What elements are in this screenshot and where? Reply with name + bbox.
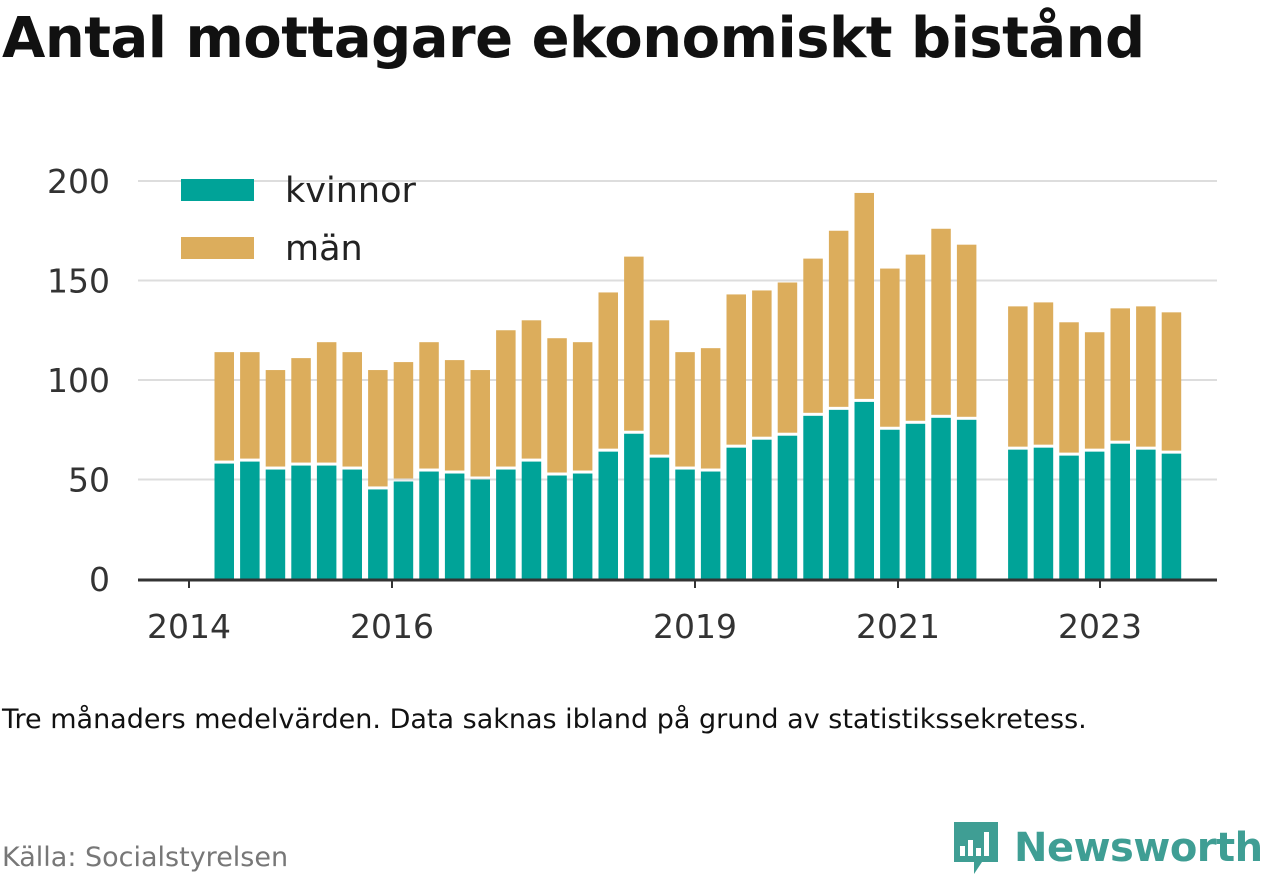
bar-kvinnor: [752, 439, 772, 579]
bar-man: [444, 360, 465, 471]
bar-kvinnor: [1059, 455, 1079, 579]
bar-kvinnor: [214, 463, 234, 579]
bar-kvinnor: [419, 471, 439, 579]
bar-man: [854, 192, 874, 399]
bar-man: [291, 358, 311, 463]
bar-kvinnor: [1110, 443, 1130, 579]
bar-man: [803, 258, 823, 413]
bar-kvinnor: [598, 451, 618, 579]
bar-kvinnor: [368, 489, 388, 579]
bar-man: [752, 290, 772, 437]
bar-kvinnor: [342, 469, 362, 579]
bar-kvinnor: [291, 465, 311, 579]
bar-man: [1161, 312, 1182, 451]
bar-kvinnor: [700, 471, 721, 579]
bar-kvinnor: [393, 481, 414, 579]
bar-man: [547, 338, 567, 473]
bar-man: [905, 254, 926, 421]
bar-man: [1033, 302, 1054, 445]
bar-man: [240, 352, 260, 459]
bar-man: [393, 362, 414, 479]
x-tick-label: 2019: [653, 607, 737, 646]
y-tick-label: 200: [47, 162, 110, 201]
bar-kvinnor: [265, 469, 286, 579]
bar-kvinnor: [956, 419, 977, 579]
legend-swatch-kvinnor: [181, 179, 254, 201]
bar-man: [726, 294, 746, 445]
newsworthy-logo-icon: [954, 822, 998, 874]
newsworthy-logo: Newsworthy: [950, 818, 1262, 878]
y-tick-label: 100: [47, 361, 110, 400]
bar-man: [419, 342, 439, 469]
bar-kvinnor: [1084, 451, 1105, 579]
bar-kvinnor: [496, 469, 516, 579]
bar-man: [598, 292, 618, 449]
bar-kvinnor: [240, 461, 260, 579]
y-tick-label: 0: [89, 560, 110, 599]
bar-man: [265, 370, 286, 467]
bar-kvinnor: [649, 457, 670, 579]
bar-man: [1110, 308, 1130, 441]
bar-man: [649, 320, 670, 455]
bar-man: [956, 244, 977, 417]
bar-man: [675, 352, 695, 467]
legend-swatch-man: [181, 237, 254, 259]
bar-kvinnor: [572, 473, 593, 579]
y-tick-label: 150: [47, 262, 110, 301]
legend-label-man: män: [285, 229, 363, 269]
bar-man: [572, 342, 593, 471]
bar-kvinnor: [803, 415, 823, 579]
bar-kvinnor: [521, 461, 542, 579]
source-text: Källa: Socialstyrelsen: [2, 842, 289, 873]
bar-kvinnor: [470, 479, 490, 579]
bar-man: [700, 348, 721, 469]
bar-man: [1136, 306, 1156, 447]
brand-name: Newsworthy: [1014, 825, 1262, 871]
bar-kvinnor: [777, 435, 798, 579]
bar-man: [624, 256, 644, 431]
bar-kvinnor: [444, 473, 465, 579]
bar-man: [1084, 332, 1105, 449]
x-tick-label: 2014: [147, 607, 231, 646]
x-tick-label: 2023: [1058, 607, 1142, 646]
bar-kvinnor: [931, 417, 951, 579]
bar-man: [1059, 322, 1079, 453]
y-axis-labels: 0 50 100 150 200: [47, 162, 110, 599]
x-tick-label: 2021: [856, 607, 940, 646]
bar-man: [496, 330, 516, 467]
bar-man: [1008, 306, 1028, 447]
bar-kvinnor: [726, 447, 746, 579]
bar-man: [368, 370, 388, 487]
bar-kvinnor: [675, 469, 695, 579]
bar-man: [777, 282, 798, 433]
bar-kvinnor: [880, 429, 900, 579]
bar-kvinnor: [828, 409, 849, 579]
x-tick-label: 2016: [350, 607, 434, 646]
x-axis: 2014 2016 2019 2021 2023: [138, 578, 1217, 646]
bar-kvinnor: [624, 433, 644, 579]
bar-kvinnor: [1008, 449, 1028, 579]
bar-kvinnor: [1136, 449, 1156, 579]
bar-man: [316, 342, 337, 463]
bar-man: [880, 268, 900, 427]
bar-kvinnor: [905, 423, 926, 579]
legend-label-kvinnor: kvinnor: [285, 171, 416, 211]
bar-man: [470, 370, 490, 477]
bar-kvinnor: [1033, 447, 1054, 579]
bar-kvinnor: [854, 401, 874, 579]
bar-kvinnor: [547, 475, 567, 579]
bar-man: [931, 228, 951, 415]
y-tick-label: 50: [68, 461, 110, 500]
bar-kvinnor: [1161, 453, 1182, 579]
bar-kvinnor: [316, 465, 337, 579]
legend: kvinnor män: [181, 171, 416, 269]
bar-man: [521, 320, 542, 459]
chart-note: Tre månaders medelvärden. Data saknas ib…: [2, 704, 1087, 735]
stacked-bar-chart: 0 50 100 150 200 2014 2016 2019 2021 2023 kvinno…: [47, 162, 1217, 646]
chart-title: Antal mottagare ekonomiskt bistånd: [2, 6, 1145, 71]
bar-man: [828, 230, 849, 407]
bar-man: [342, 352, 362, 467]
bars: [214, 192, 1182, 579]
bar-man: [214, 352, 234, 461]
